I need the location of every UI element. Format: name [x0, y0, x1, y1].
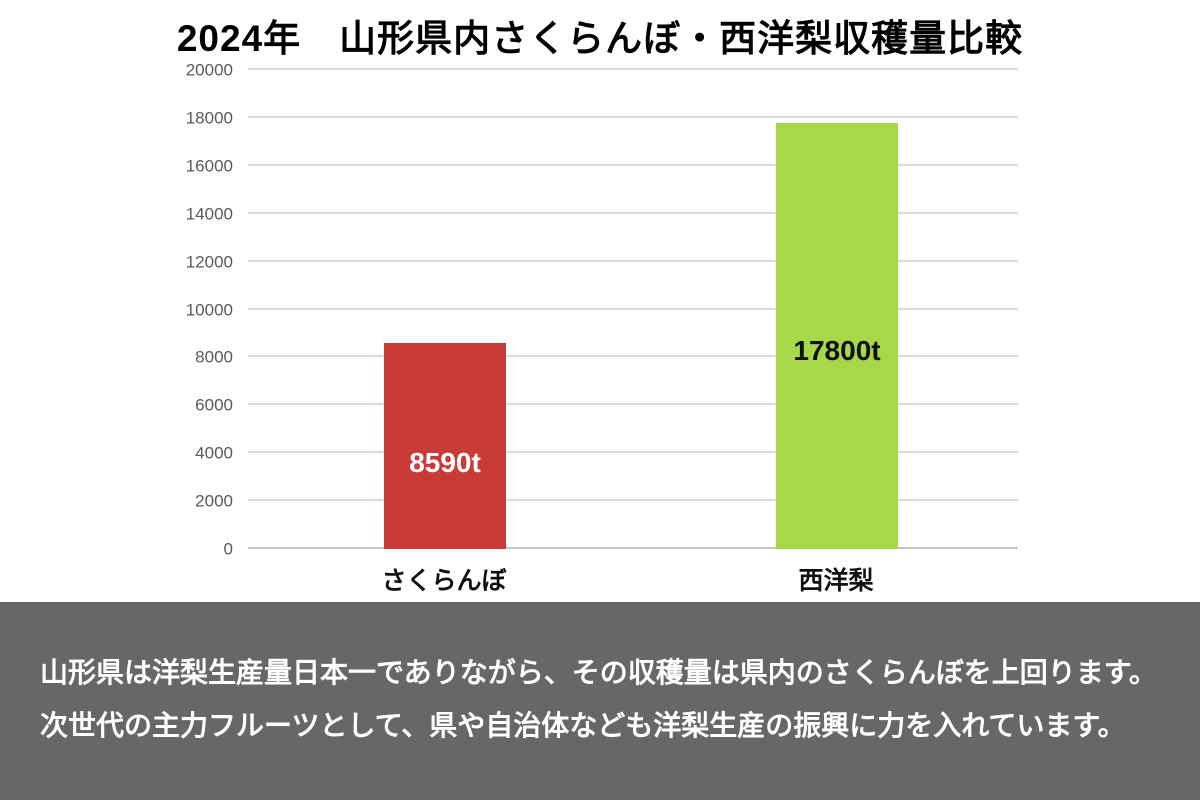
bar-value-label-sakuranbo: 8590t	[409, 447, 481, 478]
gridline-12000	[248, 259, 1018, 262]
y-tick-label-20000: 20000	[185, 60, 233, 80]
gridline-18000	[248, 115, 1018, 118]
caption-line-1: 山形県は洋梨生産量日本一でありながら、その収穫量は県内のさくらんぼを上回ります。	[40, 657, 1157, 688]
y-tick-label-0: 0	[223, 539, 233, 559]
bar-seiyounashi: 17800t	[776, 122, 898, 549]
caption-line-2: 次世代の主力フルーツとして、県や自治体なども洋梨生産の振興に力を入れています。	[40, 710, 1126, 741]
bar-value-label-seiyounashi: 17800t	[793, 335, 881, 366]
gridline-8000	[248, 355, 1018, 358]
y-tick-label-6000: 6000	[195, 395, 233, 415]
y-tick-label-16000: 16000	[185, 156, 233, 176]
plot-area: 0 2000 4000 6000 8000 10000 12000 14000 16000 180…	[186, 62, 1018, 595]
gridline-2000	[248, 499, 1018, 502]
gridline-20000	[248, 68, 1018, 70]
y-tick-label-4000: 4000	[195, 443, 233, 463]
gridline-0	[248, 547, 1018, 549]
gridline-10000	[248, 307, 1018, 310]
gridline-4000	[248, 451, 1018, 454]
category-label-sakuranbo: さくらんぼ	[381, 567, 507, 595]
y-tick-label-12000: 12000	[185, 252, 233, 272]
bar-sakuranbo: 8590t	[384, 343, 506, 549]
y-tick-label-8000: 8000	[195, 347, 233, 367]
gridline-6000	[248, 403, 1018, 406]
y-tick-label-18000: 18000	[185, 108, 233, 128]
y-tick-label-2000: 2000	[195, 491, 233, 511]
category-label-seiyounashi: 西洋梨	[798, 567, 874, 595]
chart-title: 2024年 山形県内さくらんぼ・西洋梨収穫量比較	[176, 18, 1024, 59]
caption-panel: 山形県は洋梨生産量日本一でありながら、その収穫量は県内のさくらんぼを上回ります。…	[0, 602, 1200, 800]
y-tick-label-10000: 10000	[185, 300, 233, 319]
gridline-14000	[248, 211, 1018, 214]
gridline-16000	[248, 163, 1018, 166]
y-tick-label-14000: 14000	[185, 204, 233, 224]
